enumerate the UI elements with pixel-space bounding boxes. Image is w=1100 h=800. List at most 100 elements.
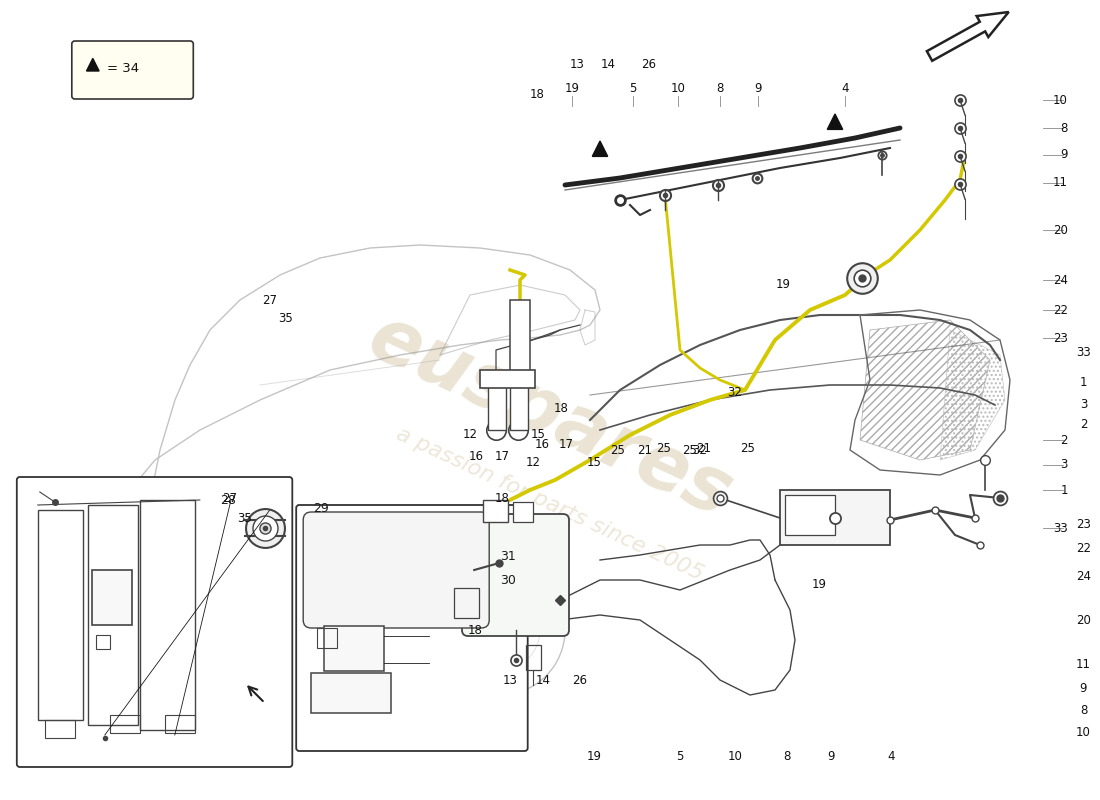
Text: 11: 11 [1053, 177, 1068, 190]
Text: 33: 33 [1076, 346, 1091, 358]
Text: 3: 3 [1080, 398, 1087, 410]
Text: 8: 8 [716, 82, 724, 94]
Bar [480, 370, 535, 388]
Text: 32: 32 [727, 386, 742, 398]
Text: euspares: euspares [356, 299, 744, 533]
Text: 33: 33 [1054, 522, 1068, 534]
Text: 16: 16 [469, 450, 484, 462]
Bar [37, 510, 82, 720]
Text: 4: 4 [888, 750, 894, 762]
Text: 18: 18 [529, 88, 544, 101]
Text: 17: 17 [559, 438, 574, 450]
Text: 4: 4 [842, 82, 849, 94]
Bar [165, 715, 195, 733]
Text: 10: 10 [1076, 726, 1091, 738]
Text: 9: 9 [755, 82, 761, 94]
Bar [483, 500, 508, 522]
Text: 15: 15 [586, 456, 602, 469]
FancyBboxPatch shape [296, 505, 528, 751]
Text: 19: 19 [586, 750, 602, 762]
Text: 9: 9 [827, 750, 834, 762]
Bar [317, 628, 338, 648]
FancyBboxPatch shape [16, 477, 293, 767]
Bar [140, 500, 195, 730]
Text: 23: 23 [1053, 331, 1068, 345]
Bar [88, 505, 138, 725]
Text: 25: 25 [683, 443, 697, 457]
Text: 35: 35 [238, 511, 252, 525]
Text: 26: 26 [572, 674, 587, 686]
Text: 1: 1 [1080, 376, 1087, 389]
Text: 10: 10 [671, 82, 685, 94]
Polygon shape [592, 141, 607, 157]
Text: 23: 23 [1076, 518, 1091, 530]
Bar [510, 375, 528, 430]
Text: 8: 8 [783, 750, 790, 762]
Bar [526, 645, 541, 670]
Text: 32: 32 [693, 443, 707, 457]
Text: 22: 22 [1053, 303, 1068, 317]
Text: 26: 26 [641, 58, 657, 70]
Text: 22: 22 [1076, 542, 1091, 554]
Text: 8: 8 [1060, 122, 1068, 134]
Text: 5: 5 [676, 750, 683, 762]
Text: 15: 15 [530, 429, 546, 442]
Text: 11: 11 [1076, 658, 1091, 670]
Text: 17: 17 [495, 450, 509, 462]
Bar [45, 720, 75, 738]
Text: 14: 14 [601, 58, 616, 70]
Text: 13: 13 [570, 58, 585, 70]
Text: 8: 8 [1080, 704, 1087, 717]
Text: 35: 35 [278, 312, 294, 325]
Text: 21: 21 [638, 443, 652, 457]
Text: 13: 13 [503, 674, 517, 686]
Bar [110, 715, 140, 733]
Text: 25: 25 [656, 442, 671, 454]
Text: 9: 9 [1080, 682, 1087, 694]
Text: 10: 10 [727, 750, 742, 762]
Bar [324, 626, 384, 671]
Text: 18: 18 [495, 491, 509, 505]
Text: 18: 18 [468, 623, 483, 637]
Text: 21: 21 [696, 442, 712, 454]
Text: 25: 25 [610, 443, 626, 457]
Text: 28: 28 [220, 494, 235, 506]
Text: 30: 30 [500, 574, 516, 586]
Text: 24: 24 [1053, 274, 1068, 286]
Bar [96, 635, 110, 649]
Text: 19: 19 [564, 82, 580, 94]
Text: 18: 18 [553, 402, 569, 414]
Text: 31: 31 [500, 550, 516, 562]
Text: 20: 20 [1076, 614, 1091, 626]
Text: 2: 2 [1080, 418, 1087, 430]
Bar [488, 375, 506, 430]
Text: 29: 29 [314, 502, 329, 514]
Bar [311, 673, 392, 713]
Text: 3: 3 [1060, 458, 1068, 471]
Text: a passion for parts since 2005: a passion for parts since 2005 [394, 424, 706, 584]
Text: 20: 20 [1053, 223, 1068, 237]
Text: 27: 27 [222, 491, 238, 505]
Text: 2: 2 [1060, 434, 1068, 446]
FancyBboxPatch shape [72, 41, 194, 99]
Text: 24: 24 [1076, 570, 1091, 582]
Text: 1: 1 [1060, 483, 1068, 497]
Polygon shape [87, 58, 99, 71]
Bar [513, 502, 534, 522]
FancyBboxPatch shape [304, 512, 490, 628]
Text: 5: 5 [629, 82, 637, 94]
Bar [454, 588, 480, 618]
FancyBboxPatch shape [462, 514, 569, 636]
Text: 10: 10 [1053, 94, 1068, 106]
Text: 25: 25 [740, 442, 756, 454]
Bar [91, 570, 132, 625]
Bar [785, 495, 835, 535]
Text: 27: 27 [262, 294, 277, 306]
Text: 12: 12 [526, 456, 541, 469]
Polygon shape [827, 114, 843, 130]
Text: 16: 16 [535, 438, 550, 450]
Text: = 34: = 34 [107, 62, 139, 75]
Bar [780, 490, 890, 545]
Text: 12: 12 [462, 429, 477, 442]
Text: 14: 14 [536, 674, 550, 686]
